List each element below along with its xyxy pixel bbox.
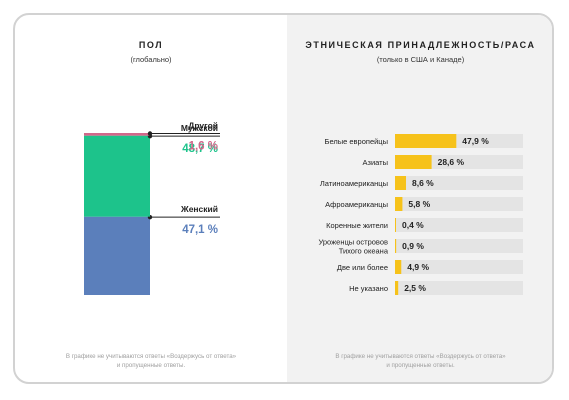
ethnicity-title: ЭТНИЧЕСКАЯ ПРИНАДЛЕЖНОСТЬ/РАСА — [305, 40, 536, 50]
gender-value-label: 48,7 % — [182, 143, 218, 155]
ethnicity-value-label: 47,9 % — [462, 136, 489, 146]
ethnicity-category-label: Две или более — [337, 263, 388, 272]
gender-value-label: 47,1 % — [182, 224, 218, 236]
ethnicity-bar-track — [395, 281, 523, 295]
ethnicity-value-label: 5,8 % — [408, 199, 430, 209]
ethnicity-value-label: 28,6 % — [438, 157, 465, 167]
ethnicity-category-label: Белые европейцы — [325, 137, 388, 146]
ethnicity-category-label: Коренные жители — [326, 221, 388, 230]
ethnicity-value-label: 0,4 % — [402, 220, 424, 230]
gender-segment-0 — [84, 216, 150, 295]
ethnicity-bar-chart: Белые европейцы 47,9 % Азиаты 28,6 % Латиноа… — [318, 134, 523, 295]
ethnicity-footnote-line1: В графике не учитываются ответы «Воздерж… — [335, 353, 506, 360]
gender-subtitle: (глобально) — [130, 55, 172, 64]
ethnicity-category-label: Не указано — [349, 284, 388, 293]
ethnicity-bar — [395, 281, 399, 295]
gender-segment-1 — [84, 135, 150, 217]
gender-connector-dot — [147, 131, 153, 136]
gender-segment-2 — [84, 133, 150, 136]
ethnicity-value-label: 8,6 % — [412, 178, 434, 188]
ethnicity-category-label: Уроженцы островов — [318, 238, 388, 247]
ethnicity-value-label: 0,9 % — [402, 241, 424, 251]
ethnicity-category-label: Азиаты — [363, 158, 388, 167]
ethnicity-bar — [395, 239, 397, 253]
ethnicity-bar — [395, 218, 396, 232]
ethnicity-value-label: 4,9 % — [407, 262, 429, 272]
gender-title: ПОЛ — [138, 40, 164, 50]
ethnicity-category-label: Латиноамериканцы — [320, 179, 388, 188]
ethnicity-bar-track — [395, 218, 523, 232]
gender-category-label: Мужской — [181, 123, 218, 133]
gender-value-label: 1,6 % — [189, 141, 218, 153]
gender-category-label: Другой — [188, 121, 218, 131]
ethnicity-category-label: Афроамериканцы — [325, 200, 388, 209]
gender-footnote-line1: В графике не учитываются ответы «Воздерж… — [65, 353, 237, 360]
ethnicity-bar — [395, 176, 407, 190]
ethnicity-bar-track — [395, 239, 523, 253]
ethnicity-subtitle: (только в США и Канаде) — [376, 55, 465, 64]
ethnicity-bar-track — [395, 260, 523, 274]
ethnicity-bar-track — [395, 176, 523, 190]
gender-stacked-bar-chart: Женский 47,1 % Мужской 48,7 % Другой 1,6 % — [84, 121, 220, 295]
ethnicity-category-label: Тихого океана — [339, 247, 389, 256]
ethnicity-bar-track — [395, 197, 523, 211]
ethnicity-bar — [395, 197, 403, 211]
gender-category-label: Женский — [180, 204, 218, 214]
ethnicity-footnote-line2: и пропущенные ответы. — [386, 361, 455, 369]
ethnicity-bar — [395, 134, 457, 148]
ethnicity-bar — [395, 260, 402, 274]
gender-footnote: В графике не учитываются ответы «Воздерж… — [15, 353, 287, 371]
ethnicity-footnote: В графике не учитываются ответы «Воздерж… — [287, 353, 552, 371]
gender-footnote-line2: и пропущенные ответы. — [116, 361, 186, 369]
ethnicity-value-label: 2,5 % — [404, 283, 426, 293]
ethnicity-bar — [395, 155, 432, 169]
infographic-card: ПОЛ (глобально) Женский 47,1 % Мужской 48,7… — [13, 13, 554, 384]
